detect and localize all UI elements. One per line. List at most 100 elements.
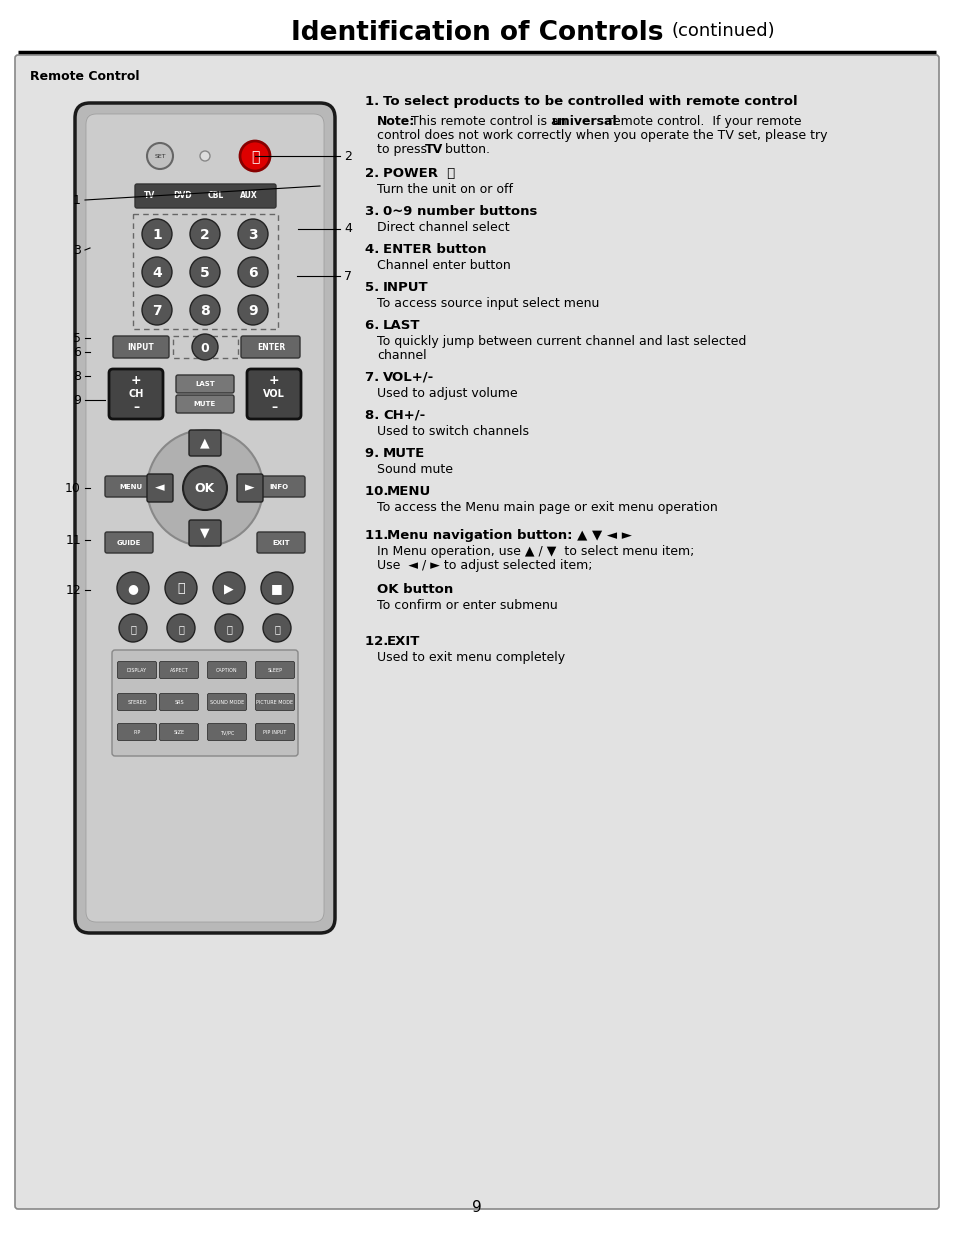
Text: Channel enter button: Channel enter button [376, 259, 510, 272]
Circle shape [200, 151, 210, 161]
Text: 12: 12 [65, 583, 81, 597]
Text: Turn the unit on or off: Turn the unit on or off [376, 183, 513, 196]
FancyBboxPatch shape [208, 694, 246, 710]
Text: CBL: CBL [208, 191, 224, 200]
Text: Sound mute: Sound mute [376, 463, 453, 475]
Text: 4: 4 [152, 266, 162, 280]
Text: DVD: DVD [173, 191, 193, 200]
FancyBboxPatch shape [117, 662, 156, 678]
Text: channel: channel [376, 350, 426, 362]
Text: 7.: 7. [365, 370, 383, 384]
Text: SLEEP: SLEEP [267, 668, 282, 673]
Text: ⏭: ⏭ [274, 624, 279, 634]
Text: 4.: 4. [365, 243, 384, 256]
Text: 6: 6 [248, 266, 257, 280]
Circle shape [190, 257, 220, 287]
Text: To access source input select menu: To access source input select menu [376, 296, 598, 310]
FancyBboxPatch shape [175, 395, 233, 412]
Text: OK: OK [194, 483, 214, 495]
Text: To confirm or enter submenu: To confirm or enter submenu [376, 599, 558, 613]
Text: VOL: VOL [263, 389, 285, 399]
FancyBboxPatch shape [253, 475, 305, 496]
Text: DISPLAY: DISPLAY [127, 668, 147, 673]
Text: ⏪: ⏪ [178, 624, 184, 634]
Text: Direct channel select: Direct channel select [376, 221, 509, 233]
Text: 11.: 11. [365, 529, 393, 542]
Circle shape [183, 466, 227, 510]
Text: to press: to press [376, 143, 431, 156]
Text: ▶: ▶ [224, 583, 233, 595]
Text: (continued): (continued) [671, 22, 775, 40]
Circle shape [117, 572, 149, 604]
FancyBboxPatch shape [247, 369, 301, 419]
Text: ◄: ◄ [155, 482, 165, 494]
Text: 0: 0 [200, 342, 209, 354]
Text: ▲: ▲ [200, 436, 210, 450]
Text: 12.: 12. [365, 635, 393, 648]
Text: ►: ► [245, 482, 254, 494]
FancyBboxPatch shape [15, 56, 938, 1209]
Text: INFO: INFO [269, 484, 288, 490]
FancyBboxPatch shape [256, 532, 305, 553]
Text: Menu navigation button: ▲ ▼ ◄ ►: Menu navigation button: ▲ ▼ ◄ ► [387, 529, 631, 542]
Text: 0~9 number buttons: 0~9 number buttons [382, 205, 537, 219]
FancyBboxPatch shape [105, 475, 157, 496]
Text: Used to switch channels: Used to switch channels [376, 425, 529, 438]
Text: CH+/-: CH+/- [382, 409, 425, 422]
Text: 9: 9 [248, 304, 257, 317]
Text: 5.: 5. [365, 282, 383, 294]
Text: control does not work correctly when you operate the TV set, please try: control does not work correctly when you… [376, 128, 826, 142]
Text: 9: 9 [472, 1200, 481, 1215]
Circle shape [237, 295, 268, 325]
Bar [132, 214, 277, 329]
Text: 9.: 9. [365, 447, 383, 459]
Circle shape [240, 141, 270, 170]
Text: ⏩: ⏩ [226, 624, 232, 634]
Text: +: + [269, 374, 279, 388]
Text: 1: 1 [152, 228, 162, 242]
FancyBboxPatch shape [117, 724, 156, 741]
Text: ▼: ▼ [200, 526, 210, 540]
Circle shape [167, 614, 194, 642]
Text: SET: SET [154, 154, 166, 159]
Text: LAST: LAST [195, 382, 214, 387]
Text: 8: 8 [200, 304, 210, 317]
Text: universal: universal [552, 115, 616, 128]
Circle shape [190, 295, 220, 325]
Text: To access the Menu main page or exit menu operation: To access the Menu main page or exit men… [376, 501, 717, 514]
Text: EXIT: EXIT [387, 635, 420, 648]
Text: Identification of Controls: Identification of Controls [291, 20, 662, 46]
FancyBboxPatch shape [208, 662, 246, 678]
Text: SOUND MODE: SOUND MODE [210, 700, 244, 705]
Text: Used to exit menu completely: Used to exit menu completely [376, 651, 564, 664]
Text: ⏸: ⏸ [177, 583, 185, 595]
Text: Used to adjust volume: Used to adjust volume [376, 387, 517, 400]
Text: 3.: 3. [365, 205, 384, 219]
Text: TV/PC: TV/PC [219, 730, 233, 736]
Text: PIP: PIP [133, 730, 140, 736]
Circle shape [214, 614, 243, 642]
Text: Remote Control: Remote Control [30, 70, 139, 83]
FancyBboxPatch shape [105, 532, 152, 553]
Text: –: – [271, 400, 276, 414]
FancyBboxPatch shape [86, 114, 324, 923]
Text: ■: ■ [271, 583, 283, 595]
Text: To quickly jump between current channel and last selected: To quickly jump between current channel … [376, 335, 745, 348]
Text: TV: TV [424, 143, 443, 156]
Text: EXIT: EXIT [272, 540, 290, 546]
Text: INPUT: INPUT [382, 282, 428, 294]
Text: INPUT: INPUT [128, 342, 154, 352]
Circle shape [147, 143, 172, 169]
Text: To select products to be controlled with remote control: To select products to be controlled with… [382, 95, 797, 107]
Circle shape [165, 572, 196, 604]
Text: CH: CH [128, 389, 144, 399]
FancyBboxPatch shape [112, 650, 297, 756]
FancyBboxPatch shape [189, 520, 221, 546]
Text: MUTE: MUTE [193, 401, 216, 408]
Text: AUX: AUX [240, 191, 257, 200]
FancyBboxPatch shape [75, 103, 335, 932]
FancyBboxPatch shape [255, 724, 294, 741]
Circle shape [261, 572, 293, 604]
FancyBboxPatch shape [109, 369, 163, 419]
Text: Use  ◄ / ► to adjust selected item;: Use ◄ / ► to adjust selected item; [376, 559, 592, 572]
